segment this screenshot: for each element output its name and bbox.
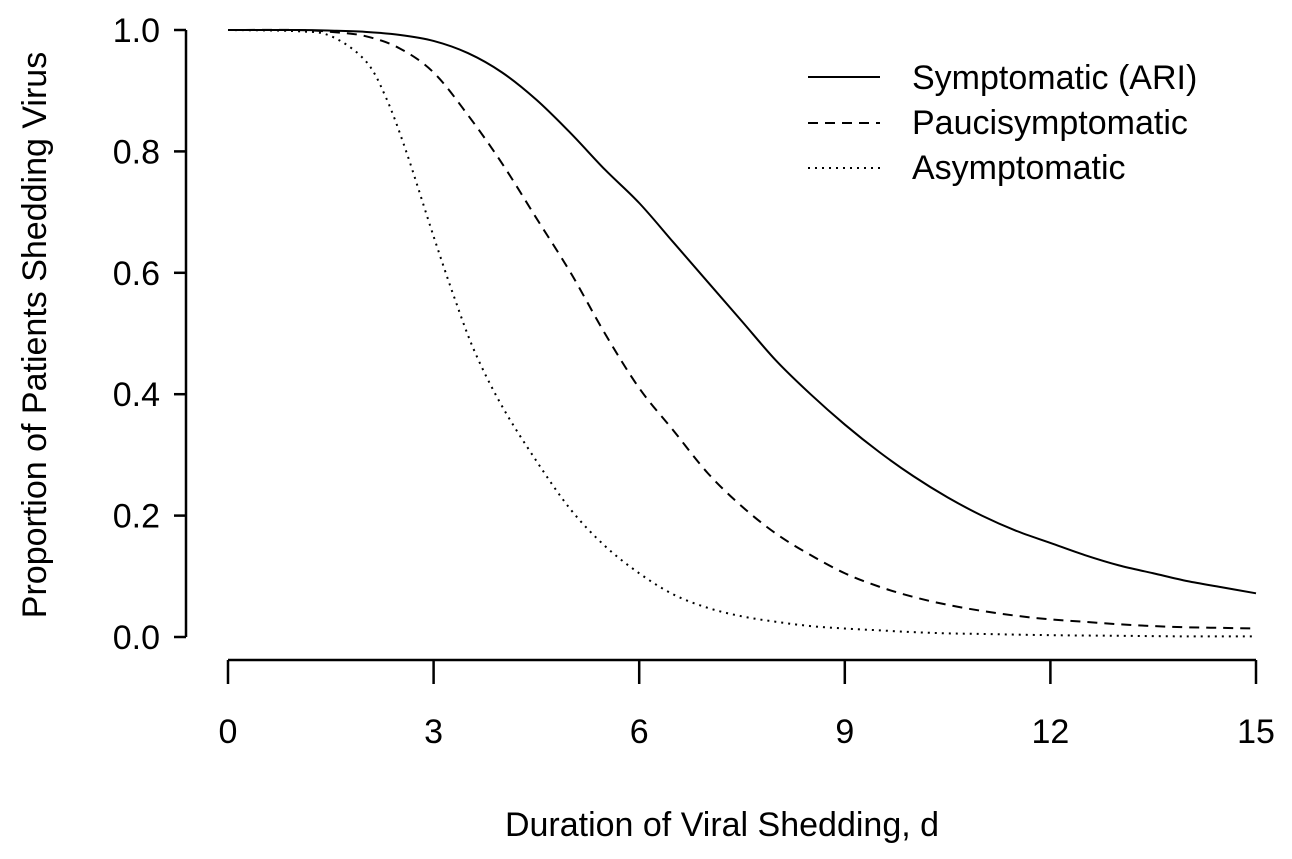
- y-axis: 0.0 0.2 0.4 0.6 0.8 1.0: [113, 12, 188, 657]
- legend-label-paucisymptomatic: Paucisymptomatic: [912, 104, 1188, 142]
- y-tick-label: 0.6: [113, 255, 160, 293]
- x-tick-label: 6: [630, 713, 649, 751]
- legend: Symptomatic (ARI) Paucisymptomatic Asymp…: [808, 59, 1197, 187]
- series-layer: [227, 28, 1257, 638]
- y-axis-ticks: 0.0 0.2 0.4 0.6 0.8 1.0: [113, 12, 186, 657]
- series-line-symptomatic: [227, 28, 1257, 595]
- x-tick-label: 0: [219, 713, 238, 751]
- series-line-asymptomatic: [227, 29, 1257, 638]
- legend-label-symptomatic: Symptomatic (ARI): [912, 59, 1197, 97]
- x-axis: 0 3 6 9 12 15: [219, 658, 1275, 751]
- x-tick-label: 9: [835, 713, 854, 751]
- y-axis-title: Proportion of Patients Shedding Virus: [16, 52, 54, 618]
- x-tick-label: 15: [1237, 713, 1275, 751]
- y-tick-label: 1.0: [113, 12, 160, 50]
- x-axis-title: Duration of Viral Shedding, d: [505, 806, 939, 844]
- legend-label-asymptomatic: Asymptomatic: [912, 149, 1126, 187]
- x-axis-ticks: 0 3 6 9 12 15: [219, 660, 1275, 751]
- x-tick-label: 3: [424, 713, 443, 751]
- x-tick-label: 12: [1031, 713, 1069, 751]
- y-tick-label: 0.4: [113, 376, 160, 414]
- y-tick-label: 0.2: [113, 498, 160, 536]
- y-tick-label: 0.0: [113, 619, 160, 657]
- series-line-paucisymptomatic: [227, 28, 1257, 630]
- y-tick-label: 0.8: [113, 133, 160, 171]
